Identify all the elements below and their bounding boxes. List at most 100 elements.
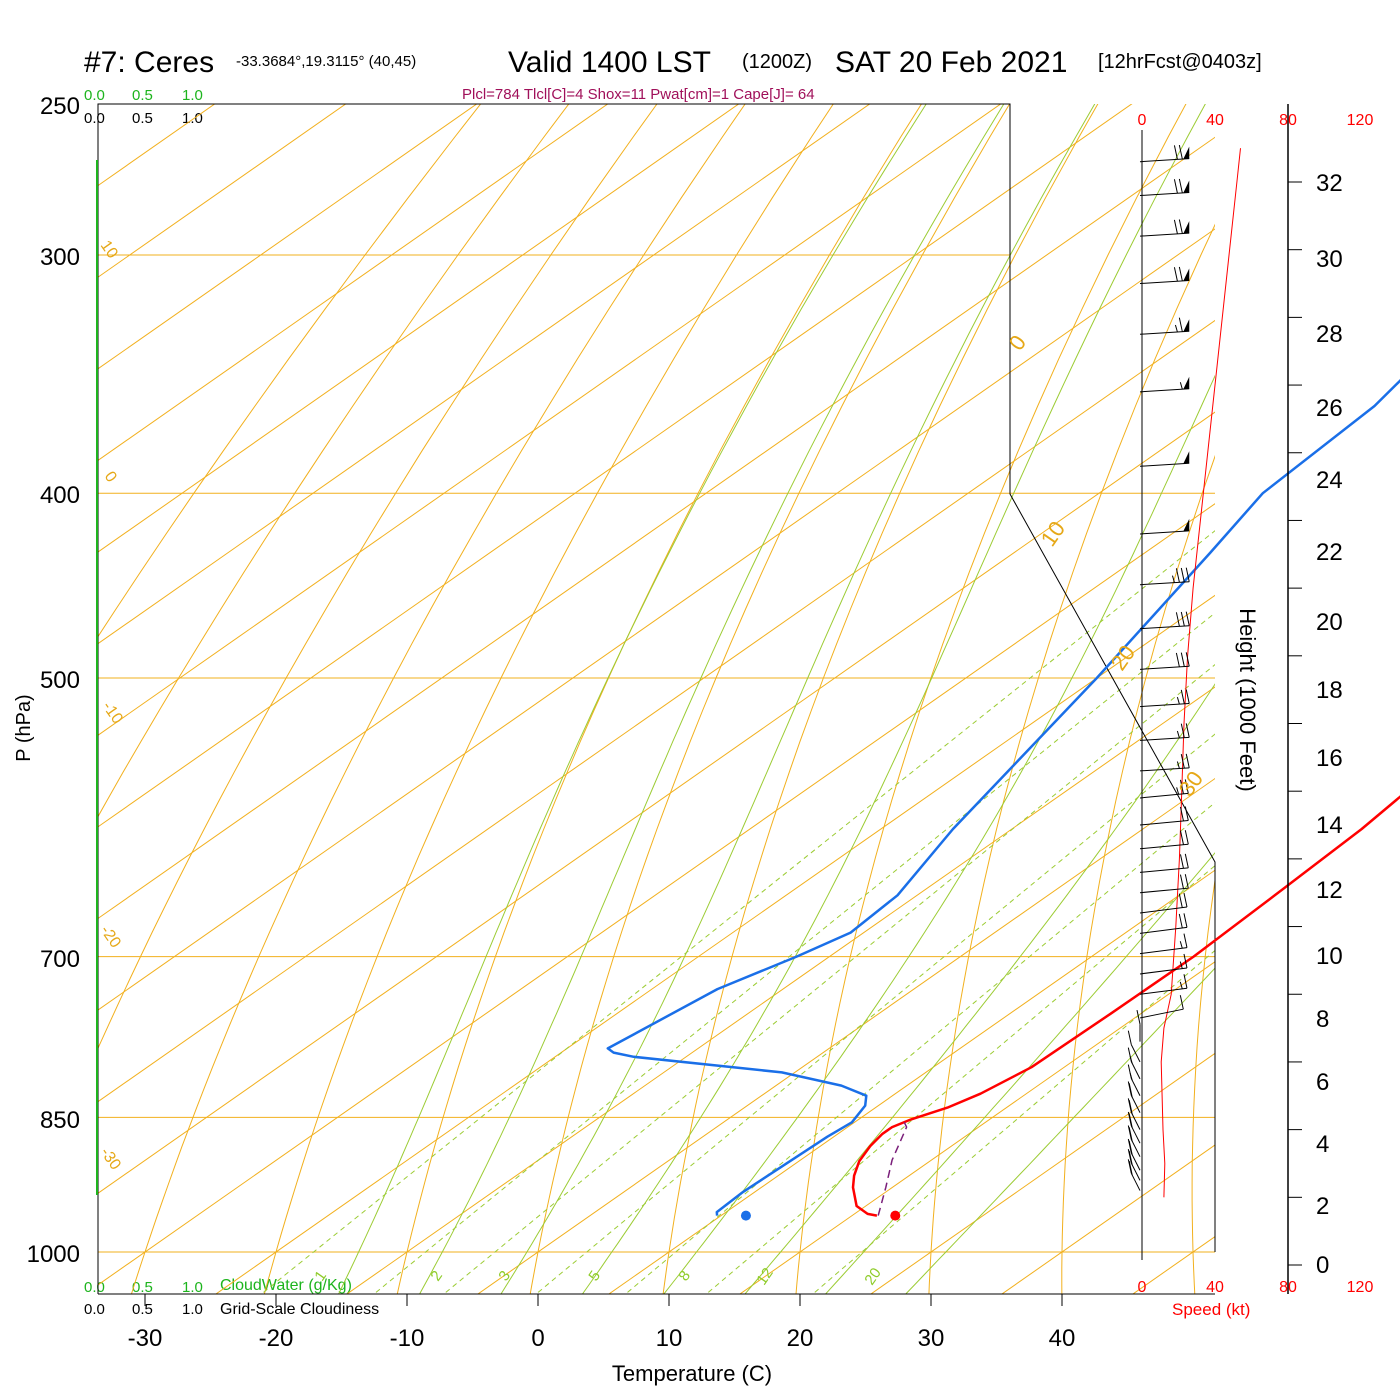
wind-barb — [1139, 144, 1190, 163]
isotherm-line — [98, 104, 871, 645]
cloudwater-tick: 0.5 — [132, 1279, 153, 1296]
cloudiness-tick: 0.5 — [132, 1301, 153, 1318]
barb-staff — [1139, 462, 1190, 467]
barb-staff — [1139, 967, 1188, 975]
isotherm-label: 0 — [1004, 330, 1032, 354]
barb-staff — [1139, 703, 1190, 708]
wind-barb — [1127, 1149, 1141, 1181]
cloud-scale-top: 0.0 0.5 1.0 0.0 0.5 1.0 — [84, 87, 203, 127]
barb-flag — [1179, 779, 1184, 794]
barb-flag — [1173, 145, 1178, 160]
barb-half-flag — [1176, 787, 1180, 795]
barb-flag — [1179, 830, 1184, 845]
skewt-background — [98, 104, 1215, 1294]
barb-flag — [1128, 1140, 1133, 1155]
barb-staff — [1139, 625, 1190, 630]
barb-staff — [1139, 887, 1189, 894]
temperature-tick-label: 40 — [1049, 1325, 1076, 1352]
isotherm-line — [98, 228, 1215, 1011]
mixing-ratio-line — [375, 612, 1215, 1293]
dry-adiabat-line — [928, 223, 1215, 1294]
wind-barb — [1139, 892, 1188, 914]
barb-pennant — [1183, 180, 1190, 193]
barb-staff — [1130, 1044, 1141, 1063]
cloud-scale-bottom: 0.0 0.5 1.0 CloudWater (g/Kg) 0.0 0.5 1.… — [84, 1277, 379, 1318]
height-tick-label: 28 — [1316, 321, 1343, 348]
station-title: #7: Ceres — [84, 46, 214, 79]
barb-flag — [1178, 913, 1183, 929]
mixing-ratio-line — [707, 864, 1215, 1293]
height-tick-label: 26 — [1316, 395, 1343, 422]
moist-adiabat-line — [744, 683, 1215, 1294]
dry-adiabat-line — [396, 104, 923, 1294]
wind-barb — [1127, 1111, 1141, 1144]
cloudiness-tick: 0.5 — [132, 110, 153, 127]
isotherm-line — [608, 869, 1215, 1294]
barb-flag — [1179, 874, 1184, 889]
temperature-tick-label: 10 — [656, 1325, 683, 1352]
pressure-tick-label: 400 — [40, 482, 80, 509]
wind-barb — [1139, 953, 1188, 975]
moist-adiabat-line — [419, 104, 1005, 1294]
temperature-profile-line — [851, 795, 1400, 1217]
isotherm-line — [98, 104, 609, 462]
moist-adiabat-line — [500, 104, 1096, 1294]
barb-pennant — [1183, 376, 1190, 390]
moist-adiabat-line — [824, 852, 1215, 1294]
stability-indices: Plcl=784 Tlcl[C]=4 Shox=11 Pwat[cm]=1 Ca… — [462, 86, 815, 103]
isotherm-line — [98, 104, 740, 553]
wind-barb — [1139, 376, 1190, 393]
barb-staff — [1130, 1173, 1141, 1191]
barb-staff — [1139, 987, 1188, 995]
barb-staff — [1139, 947, 1188, 955]
barb-flag — [1183, 913, 1188, 928]
barb-flag — [1173, 219, 1178, 234]
temperature-tick-label: 20 — [787, 1325, 814, 1352]
isotherm-line — [98, 104, 478, 370]
barb-pennant — [1183, 146, 1190, 160]
wind-barb — [1127, 1138, 1141, 1171]
wind-barb — [1139, 974, 1188, 995]
barb-flag — [1178, 144, 1183, 160]
barb-pennant — [1183, 518, 1190, 532]
wind-barb — [1127, 1081, 1141, 1113]
isotherm-label: 20 — [1106, 640, 1141, 674]
dry-adiabat-line — [98, 104, 658, 1050]
isotherm-label: -20 — [97, 923, 124, 952]
speed-tick-label: 40 — [1206, 112, 1224, 129]
isotherm-label: 0 — [101, 469, 120, 486]
temperature-surface-point — [890, 1210, 901, 1221]
isotherm-line — [739, 961, 1215, 1294]
barb-half-flag — [1179, 382, 1183, 390]
temperature-axis: -30 -20 -10 0 10 20 30 40 Temperature (C… — [128, 1325, 1076, 1386]
barb-half-flag — [1179, 941, 1183, 949]
dry-adiabat-line — [662, 104, 1099, 1294]
barb-staff — [1139, 736, 1190, 741]
barb-pennant — [1183, 268, 1190, 281]
mixing-ratio-line — [627, 801, 1215, 1293]
barb-staff — [1139, 665, 1190, 670]
wind-speed-line — [1160, 148, 1241, 1198]
isotherm-line — [215, 594, 1215, 1294]
barb-staff — [1139, 191, 1190, 197]
temperature-tick-label: -30 — [128, 1325, 163, 1352]
cloudwater-tick: 0.0 — [84, 1279, 105, 1296]
isotherm-label: 10 — [97, 238, 121, 262]
height-tick-label: 4 — [1316, 1131, 1329, 1158]
barb-staff — [1139, 232, 1190, 237]
height-tick-label: 14 — [1316, 812, 1343, 839]
barb-flag — [1128, 1127, 1133, 1142]
x-axis-label: Temperature (C) — [612, 1361, 772, 1386]
cloudiness-tick: 0.0 — [84, 110, 105, 127]
speed-tick-label: 40 — [1206, 1279, 1224, 1296]
wind-barb — [1127, 1159, 1141, 1191]
cloudiness-label: Grid-Scale Cloudiness — [220, 1301, 379, 1318]
speed-tick-label: 0 — [1138, 1279, 1147, 1296]
wind-barb — [1139, 689, 1190, 708]
barb-staff — [1139, 1008, 1184, 1019]
moist-adiabat-line — [905, 967, 1215, 1294]
barb-half-flag — [1129, 1056, 1133, 1064]
height-tick-label: 24 — [1316, 467, 1343, 494]
barb-staff — [1139, 843, 1189, 850]
station-coords: -33.3684°,19.3115° (40,45) — [236, 53, 416, 70]
